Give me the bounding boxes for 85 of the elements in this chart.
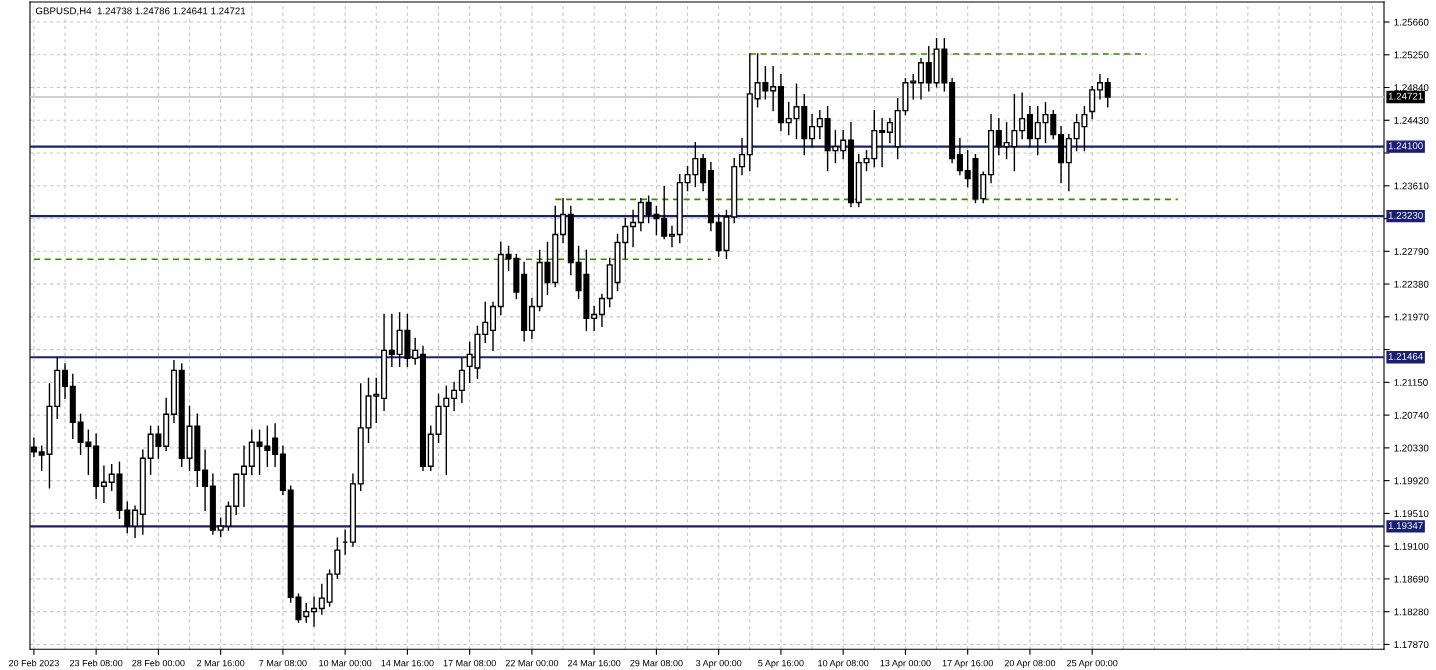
candlestick [1026, 105, 1033, 148]
candlestick [489, 301, 497, 352]
y-tick-label: 1.25660 [1394, 18, 1429, 26]
y-tick-label: 1.23610 [1394, 182, 1429, 190]
candlestick [630, 209, 637, 248]
candlestick [248, 429, 255, 475]
candlestick [661, 185, 668, 240]
candlestick [637, 197, 644, 232]
candlestick [1089, 86, 1096, 120]
x-tick-label: 17 Apr 16:00 [942, 659, 993, 669]
candlestick [598, 293, 605, 328]
candlestick [132, 505, 139, 539]
x-tick-label: 25 Apr 00:00 [1067, 659, 1118, 669]
chart-title: GBPUSD,H4 1.24738 1.24786 1.24641 1.24721 [35, 7, 246, 16]
x-tick-label: 5 Apr 16:00 [758, 659, 804, 669]
y-tick-label: 1.19100 [1394, 542, 1429, 550]
ref-line-label: 1.24721 [1388, 92, 1423, 100]
x-tick-label: 2 Mar 16:00 [197, 659, 245, 667]
y-tick-label: 1.22380 [1394, 280, 1429, 288]
y-tick-label: 1.18690 [1394, 575, 1429, 583]
x-tick-label: 7 Mar 08:00 [259, 659, 307, 667]
x-tick-label: 24 Mar 16:00 [568, 659, 621, 667]
candlestick [318, 583, 325, 615]
candlestick [388, 313, 395, 368]
ref-line-label: 1.23230 [1388, 211, 1423, 219]
candlestick [886, 117, 893, 144]
candlestick [303, 602, 310, 623]
y-tick-label: 1.19510 [1394, 510, 1429, 518]
candlestick [482, 301, 489, 344]
x-tick-label: 13 Apr 00:00 [880, 659, 931, 669]
candlestick [668, 225, 676, 248]
candlestick [100, 465, 107, 503]
y-tick-label: 1.21970 [1394, 313, 1429, 321]
candlestick [591, 305, 598, 332]
candlestick [910, 74, 917, 100]
x-tick-label: 20 Apr 08:00 [1004, 659, 1056, 669]
y-tick-label: 1.25250 [1394, 51, 1429, 59]
x-tick-label: 23 Feb 08:00 [70, 659, 123, 667]
x-tick-label: 14 Mar 16:00 [381, 659, 434, 667]
candlestick [1019, 92, 1026, 140]
candlestick [458, 357, 465, 404]
x-tick-label: 10 Apr 08:00 [818, 659, 869, 669]
candlestick [1096, 74, 1104, 100]
candlestick [240, 445, 248, 507]
x-tick-label: 10 Mar 00:00 [319, 659, 372, 667]
x-tick-label: 3 Apr 00:00 [695, 659, 742, 669]
candlestick [980, 171, 987, 204]
y-tick-label: 1.24840 [1394, 84, 1429, 92]
candlestick [925, 46, 932, 92]
candlestick [528, 297, 535, 340]
candlestick [809, 113, 816, 148]
candlestick [1065, 133, 1072, 192]
x-tick-label: 17 Mar 08:00 [443, 659, 496, 667]
candlestick [738, 137, 746, 176]
candlestick [956, 137, 963, 176]
y-tick-label: 1.20330 [1394, 444, 1429, 452]
candlestick [1104, 78, 1111, 108]
y-tick-label: 1.21150 [1394, 379, 1428, 386]
ref-line-label: 1.19347 [1388, 522, 1423, 530]
y-tick-label: 1.20740 [1394, 411, 1429, 419]
candlestick [879, 117, 886, 168]
candlestick [917, 58, 925, 100]
candlestick [560, 197, 567, 244]
x-tick-label: 29 Mar 08:00 [630, 659, 683, 667]
candlestick [412, 337, 419, 365]
y-tick-label: 1.24430 [1394, 117, 1429, 124]
candlestick [451, 381, 458, 412]
candlestick [816, 109, 823, 140]
candlestick [700, 153, 707, 192]
candlestick [202, 449, 209, 511]
ref-line-label: 1.21464 [1388, 352, 1423, 360]
candlestick [995, 117, 1002, 156]
candlestick [840, 129, 847, 160]
y-tick-label: 1.22790 [1394, 248, 1429, 255]
x-tick-label: 22 Mar 00:00 [505, 659, 559, 667]
candlestick [61, 363, 69, 400]
y-tick-label: 1.19920 [1394, 477, 1429, 485]
y-tick-label: 1.18280 [1394, 608, 1429, 616]
x-tick-label: 28 Feb 00:00 [132, 659, 185, 667]
candlestick [770, 66, 777, 112]
candlestick [272, 423, 279, 467]
x-tick-label: 20 Feb 2023 [9, 659, 59, 667]
y-tick-label: 1.17870 [1394, 641, 1429, 649]
candlestick [310, 596, 318, 627]
ref-line-label: 1.24100 [1388, 142, 1423, 150]
